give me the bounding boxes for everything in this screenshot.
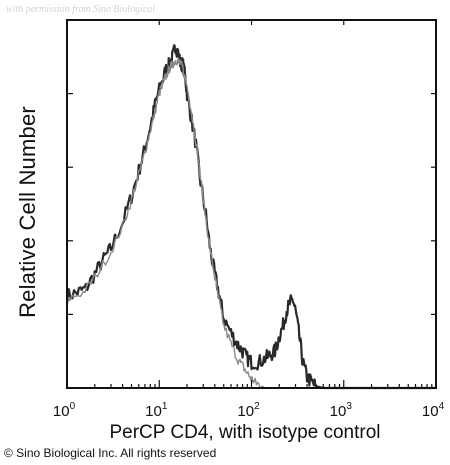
- watermark-text: with permission from Sino Biological: [6, 4, 156, 15]
- histogram-series-1: [65, 44, 436, 390]
- x-axis-label: PerCP CD4, with isotype control: [109, 422, 381, 443]
- x-tick-label: 103: [330, 401, 353, 420]
- x-tick-label: 101: [145, 401, 168, 420]
- plot-frame: [66, 19, 437, 389]
- x-tick-label: 102: [237, 401, 260, 420]
- x-tick-label: 100: [53, 401, 76, 420]
- copyright-notice: © Sino Biological Inc. All rights reserv…: [4, 446, 217, 460]
- plot-area: [65, 44, 436, 390]
- axis-ticks: 100 101 102 103 104: [53, 20, 445, 420]
- x-tick-label: 104: [422, 401, 445, 420]
- y-axis-label: Relative Cell Number: [15, 106, 40, 318]
- histogram-series-2: [66, 57, 436, 389]
